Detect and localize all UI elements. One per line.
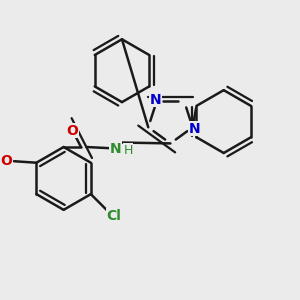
Text: H: H	[123, 143, 133, 157]
Text: O: O	[67, 124, 79, 138]
Text: N: N	[110, 142, 122, 155]
Text: N: N	[149, 93, 161, 107]
Text: Cl: Cl	[106, 209, 121, 223]
Text: N: N	[188, 122, 200, 136]
Text: O: O	[1, 154, 12, 168]
